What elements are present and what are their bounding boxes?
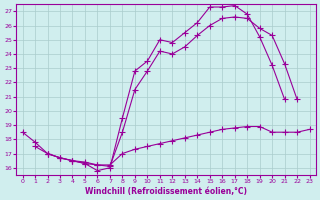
X-axis label: Windchill (Refroidissement éolien,°C): Windchill (Refroidissement éolien,°C) bbox=[85, 187, 247, 196]
